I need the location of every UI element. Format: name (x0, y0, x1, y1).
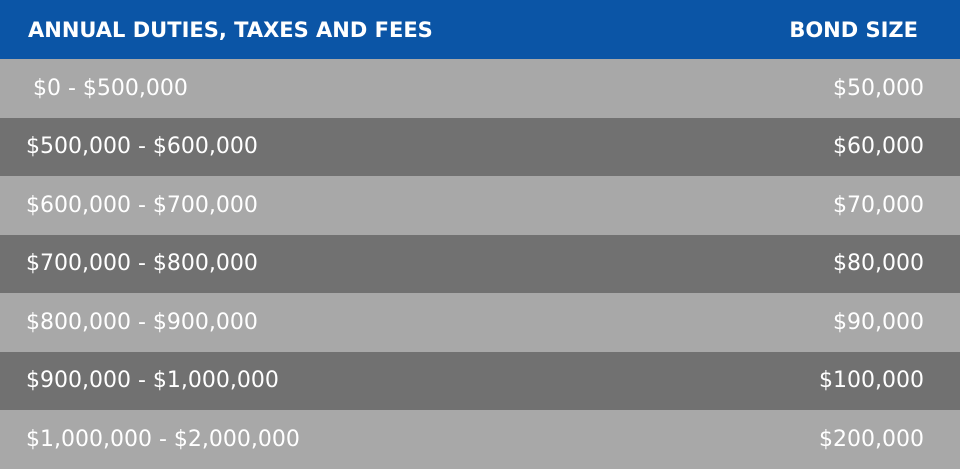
table-cell: $800,000 - $900,000 (26, 309, 258, 335)
header-cell: ANNUAL DUTIES, TAXES AND FEES (28, 17, 433, 42)
table-cell: $1,000,000 - $2,000,000 (26, 426, 300, 452)
table-cell: $900,000 - $1,000,000 (26, 368, 279, 394)
table-row: $600,000 - $700,000 $70,000 (0, 176, 960, 235)
table-row: $900,000 - $1,000,000 $100,000 (0, 351, 960, 410)
table-cell: $100,000 (819, 368, 924, 394)
table-cell: $60,000 (833, 134, 924, 160)
table-row: $0 - $500,000 $50,000 (0, 59, 960, 118)
table-header: ANNUAL DUTIES, TAXES AND FEES BOND SIZE (0, 0, 960, 59)
header-cell: BOND SIZE (789, 17, 918, 42)
table-row: $500,000 - $600,000 $60,000 (0, 117, 960, 176)
table-cell: $80,000 (833, 251, 924, 277)
table-cell: $50,000 (833, 75, 924, 101)
table-cell: $500,000 - $600,000 (26, 134, 258, 160)
table-cell: $0 - $500,000 (26, 75, 188, 101)
table-row: $800,000 - $900,000 $90,000 (0, 293, 960, 352)
table-row: $700,000 - $800,000 $80,000 (0, 234, 960, 293)
table-cell: $700,000 - $800,000 (26, 251, 258, 277)
table-cell: $600,000 - $700,000 (26, 192, 258, 218)
table-cell: $70,000 (833, 192, 924, 218)
table-cell: $90,000 (833, 309, 924, 335)
table-row: $1,000,000 - $2,000,000 $200,000 (0, 410, 960, 469)
table-cell: $200,000 (819, 426, 924, 452)
